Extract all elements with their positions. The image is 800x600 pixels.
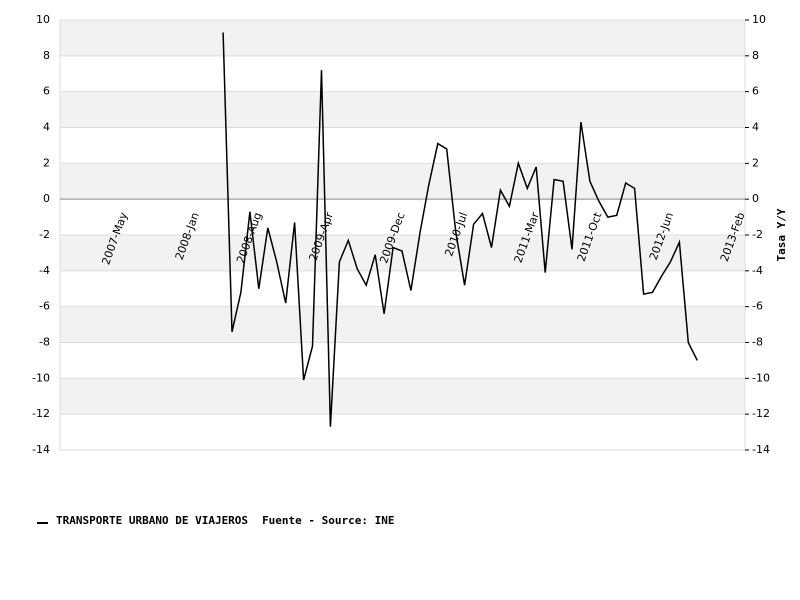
y2-tick-label: -12: [752, 407, 770, 420]
grid-band: [60, 199, 745, 235]
grid-band: [60, 127, 745, 164]
y-tick-label: -14: [32, 443, 50, 456]
y-tick-label: 8: [43, 49, 50, 62]
y-tick-label: -8: [39, 336, 50, 349]
grid-band: [60, 163, 745, 200]
source-note: Fuente - Source: INE: [262, 514, 394, 527]
y2-tick-label: -14: [752, 443, 770, 456]
grid-band: [60, 270, 745, 307]
y2-tick-label: -10: [752, 371, 770, 384]
legend-label: TRANSPORTE URBANO DE VIAJEROS: [56, 514, 248, 527]
y2-tick-label: -4: [752, 264, 763, 277]
grid-band: [60, 55, 745, 92]
y-tick-label: 6: [43, 85, 50, 98]
y-tick-label: 10: [36, 13, 50, 26]
y2-tick-label: -8: [752, 336, 763, 349]
y2-tick-label: 4: [752, 121, 759, 134]
grid-band: [60, 91, 745, 128]
y2-tick-label: 2: [752, 156, 759, 169]
y-tick-label: -2: [39, 228, 50, 241]
y-tick-label: -6: [39, 300, 50, 313]
grid-band: [60, 20, 745, 56]
y2-axis-label: Tasa Y/Y: [775, 208, 788, 261]
y2-tick-label: 8: [752, 49, 759, 62]
y2-tick-label: 0: [752, 192, 759, 205]
y-tick-label: 2: [43, 156, 50, 169]
y-tick-label: -10: [32, 371, 50, 384]
grid-band: [60, 414, 745, 450]
y-tick-label: -12: [32, 407, 50, 420]
y2-tick-label: 6: [752, 85, 759, 98]
grid-band: [60, 306, 745, 343]
y2-tick-label: -6: [752, 300, 763, 313]
y2-tick-label: 10: [752, 13, 766, 26]
y-tick-label: -4: [39, 264, 50, 277]
y-tick-label: 4: [43, 121, 50, 134]
y2-tick-label: -2: [752, 228, 763, 241]
data-line: [222, 32, 698, 427]
grid-band: [60, 378, 745, 415]
y-tick-label: 0: [43, 192, 50, 205]
grid-band: [60, 342, 745, 379]
